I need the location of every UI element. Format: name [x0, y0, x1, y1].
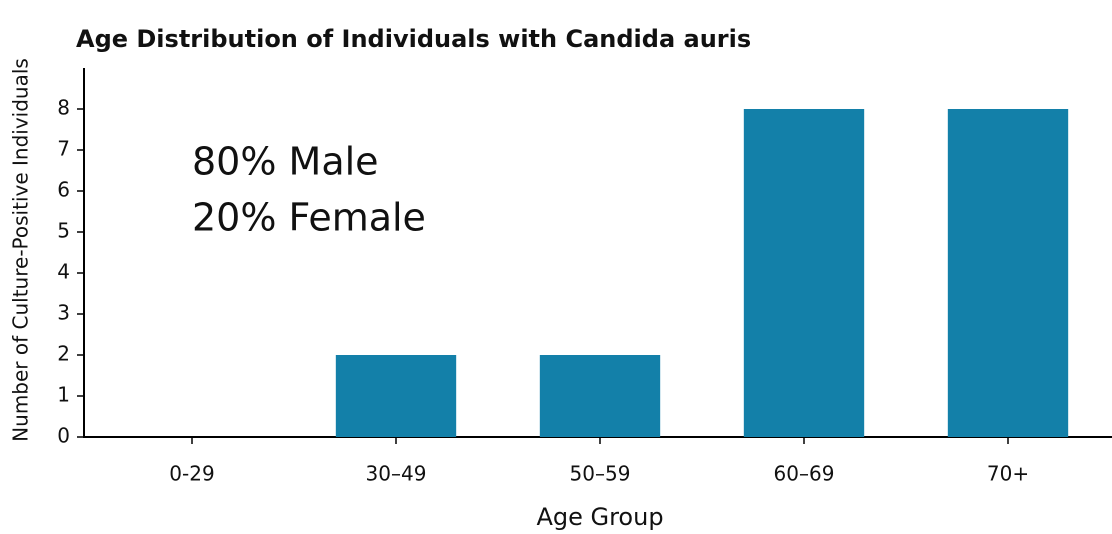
x-tick-label: 60–69: [774, 462, 835, 486]
x-tick-label: 0-29: [169, 462, 214, 486]
x-tick-label: 30–49: [366, 462, 427, 486]
bar: [335, 355, 457, 437]
y-tick-label: 7: [57, 137, 70, 161]
y-tick-label: 1: [57, 383, 70, 407]
y-tick-label: 8: [57, 96, 70, 120]
y-axis-label: Number of Culture-Positive Individuals: [9, 58, 33, 442]
chart-title: Age Distribution of Individuals with Can…: [76, 25, 751, 53]
y-tick-label: 5: [57, 219, 70, 243]
y-tick-label: 2: [57, 342, 70, 366]
bar: [539, 355, 661, 437]
y-tick-label: 6: [57, 178, 70, 202]
bar: [743, 109, 865, 437]
annotation: 80% Male: [192, 140, 379, 184]
y-tick-label: 0: [57, 424, 70, 448]
x-tick-label: 50–59: [570, 462, 631, 486]
bar: [947, 109, 1069, 437]
y-tick-label: 4: [57, 260, 70, 284]
x-tick-label: 70+: [987, 462, 1029, 486]
y-tick-label: 3: [57, 301, 70, 325]
annotation: 20% Female: [192, 196, 426, 240]
x-axis-label: Age Group: [536, 503, 663, 531]
